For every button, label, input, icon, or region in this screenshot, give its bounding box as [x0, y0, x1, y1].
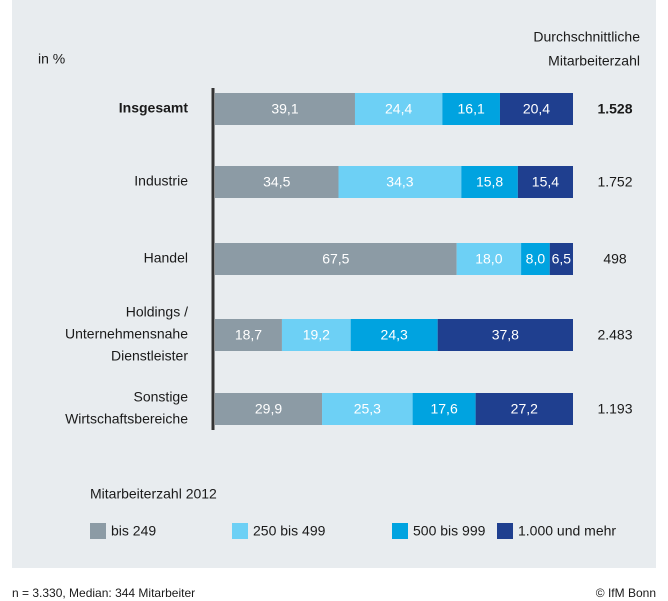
legend-label: 250 bis 499 [253, 523, 326, 539]
category-label: Handel [144, 250, 188, 266]
category-label: Industrie [134, 173, 188, 189]
value-label: 34,5 [263, 174, 290, 190]
category-label: Dienstleister [111, 348, 188, 364]
legend-title: Mitarbeiterzahl 2012 [90, 486, 217, 502]
bar-segment [215, 93, 355, 125]
value-label: 16,1 [458, 101, 485, 117]
bar-segment [215, 243, 457, 275]
value-label: 15,8 [476, 174, 503, 190]
value-label: 18,7 [235, 327, 262, 343]
legend-label: bis 249 [111, 523, 156, 539]
value-label: 15,4 [532, 174, 559, 190]
bar-segment [338, 166, 462, 198]
bar-segment [322, 393, 413, 425]
value-label: 39,1 [271, 101, 298, 117]
value-label: 24,4 [385, 101, 412, 117]
bar-segment [461, 166, 518, 198]
bar-segment [475, 393, 573, 425]
value-label: 25,3 [354, 401, 381, 417]
category-label: Unternehmensnahe [65, 326, 188, 342]
value-label: 34,3 [386, 174, 413, 190]
value-label: 29,9 [255, 401, 282, 417]
source: © IfM Bonn [596, 586, 656, 600]
bar-segment [437, 319, 573, 351]
right-title: Mitarbeiterzahl [548, 53, 640, 69]
bar-segment [549, 243, 573, 275]
bar-segment [350, 319, 438, 351]
value-label: 37,8 [492, 327, 519, 343]
value-label: 6,5 [552, 251, 572, 267]
bar-segment [354, 93, 443, 125]
legend-label: 1.000 und mehr [518, 523, 616, 539]
category-label: Sonstige [134, 389, 189, 405]
bar-segment [215, 393, 323, 425]
bar-segment [442, 93, 500, 125]
category-label: Insgesamt [119, 100, 189, 116]
bar-segment [281, 319, 351, 351]
right-value: 1.752 [597, 174, 632, 190]
value-label: 20,4 [523, 101, 550, 117]
unit-label: in % [38, 51, 65, 67]
value-label: 19,2 [303, 327, 330, 343]
value-label: 17,6 [430, 401, 457, 417]
bar-segment [499, 93, 573, 125]
bar-segment [521, 243, 550, 275]
category-label: Holdings / [126, 304, 188, 320]
legend-label: 500 bis 999 [413, 523, 486, 539]
right-value: 2.483 [597, 327, 632, 343]
footnote: n = 3.330, Median: 344 Mitarbeiter [12, 586, 195, 600]
legend-swatch [497, 523, 513, 539]
right-value: 1.528 [597, 101, 632, 117]
bar-segment [412, 393, 476, 425]
bar-segment [215, 166, 339, 198]
category-label: Wirtschaftsbereiche [65, 411, 188, 427]
right-value: 1.193 [597, 401, 632, 417]
right-title: Durchschnittliche [533, 29, 640, 45]
bar-segment [517, 166, 573, 198]
bar-segment [215, 319, 282, 351]
legend-swatch [232, 523, 248, 539]
panel [12, 0, 656, 568]
bar-segment [456, 243, 522, 275]
legend-swatch [90, 523, 106, 539]
value-label: 8,0 [526, 251, 546, 267]
right-value: 498 [603, 251, 627, 267]
value-label: 27,2 [511, 401, 538, 417]
legend-swatch [392, 523, 408, 539]
value-label: 24,3 [381, 327, 408, 343]
value-label: 18,0 [475, 251, 502, 267]
value-label: 67,5 [322, 251, 349, 267]
